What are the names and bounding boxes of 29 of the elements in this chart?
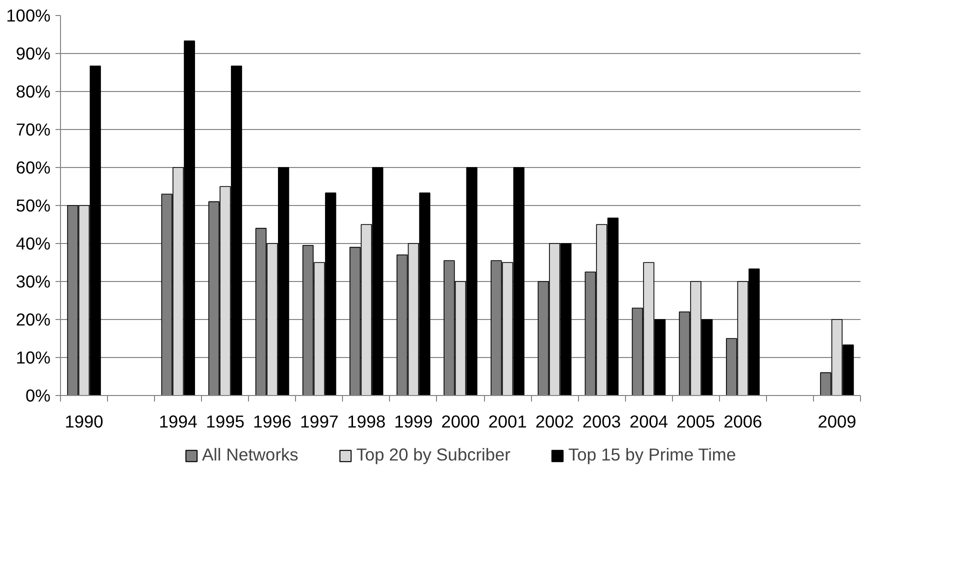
legend-label: Top 20 by Subcriber [356, 444, 510, 466]
y-tick-label: 0% [25, 386, 50, 406]
x-tick-label: 2005 [676, 412, 716, 432]
y-tick-label: 90% [16, 44, 51, 64]
y-tick-label: 10% [16, 348, 51, 368]
y-tick-label: 70% [16, 120, 51, 140]
x-tick-label: 1997 [300, 412, 339, 432]
x-tick-label: 1994 [158, 412, 198, 432]
x-tick-label: 2003 [582, 412, 621, 432]
x-tick-label: 1999 [394, 412, 433, 432]
y-tick-label: 80% [16, 82, 51, 102]
x-tick-label: 2001 [488, 412, 527, 432]
y-tick-label: 60% [16, 158, 51, 178]
x-tick-label: 1998 [347, 412, 386, 432]
x-tick-label: 1996 [252, 412, 292, 432]
y-tick-label: 40% [16, 234, 51, 254]
x-tick-label: 2004 [629, 412, 668, 432]
legend-label: Top 15 by Prime Time [568, 444, 736, 466]
legend-label: All Networks [202, 444, 298, 466]
x-tick-label: 2000 [441, 412, 480, 432]
x-tick-label: 1990 [64, 412, 104, 432]
x-tick-label: 2006 [724, 412, 762, 432]
y-tick-label: 30% [16, 272, 51, 292]
x-tick-label: 1995 [206, 412, 244, 432]
y-tick-label: 50% [16, 196, 51, 216]
x-tick-label: 2009 [818, 412, 856, 432]
y-tick-label: 20% [16, 310, 51, 330]
x-tick-label: 2002 [535, 412, 574, 432]
y-tick-label: 100% [6, 6, 51, 26]
